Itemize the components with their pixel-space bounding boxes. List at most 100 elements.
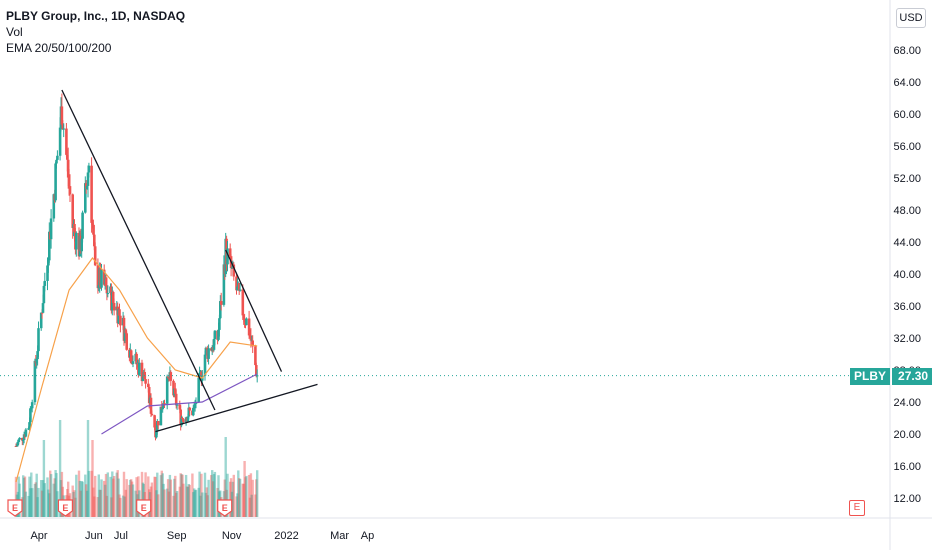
volume-bar bbox=[200, 473, 203, 517]
volume-bar bbox=[150, 482, 154, 517]
volume-bar bbox=[22, 475, 25, 517]
volume-bar bbox=[166, 479, 170, 517]
candle-body bbox=[56, 155, 59, 160]
y-tick-label: 44.00 bbox=[893, 237, 921, 249]
candle-body bbox=[166, 376, 170, 378]
volume-bar bbox=[53, 478, 56, 517]
candle-body bbox=[193, 404, 197, 407]
candle-body bbox=[100, 269, 103, 288]
candle-body bbox=[81, 212, 84, 239]
volume-bar bbox=[147, 476, 150, 517]
trendline bbox=[225, 249, 283, 372]
candle-body bbox=[237, 282, 241, 291]
volume-bar bbox=[28, 476, 31, 517]
volume-bar bbox=[110, 497, 113, 517]
candle-body bbox=[18, 437, 21, 440]
volume-bar bbox=[86, 420, 90, 517]
candle-body bbox=[62, 128, 65, 130]
volume-bar bbox=[206, 495, 209, 517]
candle-body bbox=[226, 248, 229, 265]
volume-bar bbox=[103, 480, 106, 517]
candle-body bbox=[86, 172, 90, 186]
vol-indicator-label[interactable]: Vol bbox=[6, 25, 23, 39]
candle-body bbox=[135, 353, 138, 365]
candle-body bbox=[21, 437, 24, 441]
volume-bar bbox=[223, 479, 226, 517]
candle-body bbox=[236, 286, 239, 291]
volume-bar bbox=[249, 473, 253, 517]
volume-bar bbox=[238, 478, 242, 517]
volume-bar bbox=[198, 471, 201, 517]
candle-body bbox=[68, 186, 72, 195]
volume-bar bbox=[182, 483, 185, 517]
volume-bar bbox=[130, 481, 134, 517]
candle-body bbox=[203, 354, 207, 376]
volume-bar bbox=[17, 476, 20, 517]
currency-button[interactable]: USD bbox=[896, 8, 926, 28]
candle-body bbox=[92, 224, 95, 235]
candle-body bbox=[144, 379, 147, 384]
earnings-upcoming-icon[interactable]: E bbox=[849, 500, 865, 516]
volume-bar bbox=[193, 490, 197, 517]
volume-bar bbox=[157, 494, 160, 517]
volume-bar bbox=[244, 477, 247, 517]
y-tick-label: 24.00 bbox=[893, 397, 921, 409]
earnings-marker-label: E bbox=[62, 503, 68, 513]
volume-bar bbox=[128, 484, 131, 517]
volume-bar bbox=[250, 494, 253, 517]
x-tick-label: Sep bbox=[167, 530, 187, 542]
volume-bar bbox=[129, 479, 132, 517]
candle-body bbox=[28, 422, 31, 429]
candle-body bbox=[30, 408, 33, 410]
volume-bar bbox=[112, 478, 115, 517]
volume-bar bbox=[60, 471, 64, 517]
candle-body bbox=[230, 267, 234, 269]
volume-bar bbox=[185, 486, 189, 517]
candle-body bbox=[212, 339, 216, 350]
candle-body bbox=[122, 317, 126, 341]
volume-bar bbox=[203, 472, 207, 517]
candle-body bbox=[61, 124, 65, 130]
candle-body bbox=[163, 403, 166, 405]
volume-bar bbox=[93, 496, 96, 517]
volume-bar bbox=[72, 491, 75, 517]
candle-body bbox=[204, 347, 208, 355]
candle-body bbox=[141, 376, 145, 382]
volume-bar bbox=[37, 487, 40, 517]
volume-bar bbox=[231, 481, 235, 517]
volume-bar bbox=[162, 483, 165, 517]
volume-bar bbox=[52, 483, 55, 517]
volume-bar bbox=[156, 472, 159, 517]
volume-bar bbox=[211, 470, 214, 517]
volume-bar bbox=[23, 476, 27, 517]
symbol-title[interactable]: PLBY Group, Inc., 1D, NASDAQ bbox=[6, 9, 186, 23]
candle-body bbox=[180, 417, 183, 426]
volume-bar bbox=[109, 476, 112, 517]
volume-bar bbox=[40, 490, 44, 517]
volume-bar bbox=[134, 490, 137, 517]
volume-bar bbox=[48, 493, 51, 517]
y-tick-label: 48.00 bbox=[893, 205, 921, 217]
ema-indicator-label[interactable]: EMA 20/50/100/200 bbox=[6, 41, 112, 55]
x-tick-label: Jul bbox=[114, 530, 128, 542]
volume-bar bbox=[130, 479, 133, 517]
candle-body bbox=[245, 318, 248, 326]
volume-bar bbox=[186, 486, 190, 517]
volume-bar bbox=[41, 480, 45, 517]
volume-bar bbox=[192, 492, 195, 517]
candle-body bbox=[153, 415, 156, 428]
volume-bar bbox=[67, 481, 70, 517]
y-tick-label: 56.00 bbox=[893, 141, 921, 153]
candle-body bbox=[46, 265, 49, 281]
volume-bar bbox=[119, 497, 122, 517]
volume-bar bbox=[91, 440, 94, 517]
x-tick-label: Apr bbox=[30, 530, 47, 542]
volume-bar bbox=[167, 491, 171, 517]
candle-body bbox=[125, 333, 128, 350]
candle-body bbox=[60, 106, 64, 125]
volume-bar bbox=[211, 481, 215, 517]
volume-bar bbox=[84, 474, 87, 517]
y-tick-label: 32.00 bbox=[893, 333, 921, 345]
volume-bar bbox=[55, 473, 58, 517]
